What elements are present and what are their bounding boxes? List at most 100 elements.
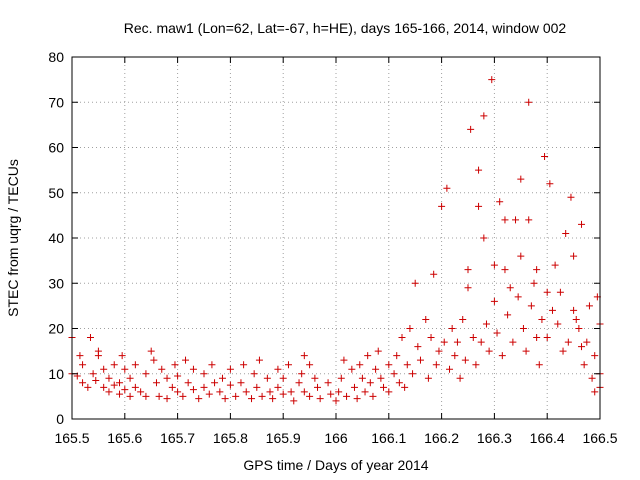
data-point (543, 288, 551, 296)
data-point (353, 395, 361, 403)
data-point (525, 216, 533, 224)
data-point (274, 383, 282, 391)
data-point (131, 361, 139, 369)
data-point (506, 284, 514, 292)
y-tick-label: 20 (48, 321, 64, 337)
y-tick-label: 50 (48, 185, 64, 201)
chart-title: Rec. maw1 (Lon=62, Lat=-67, h=HE), days … (124, 20, 567, 36)
data-point (92, 377, 100, 385)
data-point (546, 180, 554, 188)
data-point (208, 361, 216, 369)
data-point (226, 381, 234, 389)
data-point (306, 392, 314, 400)
x-tick-label: 166.3 (477, 430, 512, 446)
data-point (377, 374, 385, 382)
data-point (340, 356, 348, 364)
data-point (535, 361, 543, 369)
data-point (116, 390, 124, 398)
data-point (290, 397, 298, 405)
data-point (174, 372, 182, 380)
data-point (527, 302, 535, 310)
data-point (583, 338, 591, 346)
y-tick-label: 70 (48, 94, 64, 110)
data-point (490, 261, 498, 269)
x-tick-label: 166.5 (582, 430, 617, 446)
data-point (226, 365, 234, 373)
data-point (86, 334, 94, 342)
y-tick-label: 40 (48, 230, 64, 246)
data-point (401, 383, 409, 391)
data-point (498, 352, 506, 360)
data-point (509, 338, 517, 346)
y-tick-labels: 0 10 20 30 40 50 60 70 80 (48, 49, 64, 427)
data-point (385, 388, 393, 396)
data-point (422, 315, 430, 323)
data-point (432, 361, 440, 369)
data-point (150, 356, 158, 364)
x-tick-label: 165.7 (160, 430, 195, 446)
data-point (380, 383, 388, 391)
data-point (430, 270, 438, 278)
data-point (131, 383, 139, 391)
data-point (248, 395, 256, 403)
y-tick-label: 80 (48, 49, 64, 65)
data-point (496, 198, 504, 206)
data-point (366, 379, 374, 387)
data-point (110, 381, 118, 389)
data-point (578, 343, 586, 351)
data-point (105, 388, 113, 396)
data-point (475, 166, 483, 174)
data-point (142, 370, 150, 378)
data-point (116, 379, 124, 387)
data-point (451, 352, 459, 360)
data-point (482, 320, 490, 328)
data-point (266, 388, 274, 396)
data-point (121, 386, 129, 394)
y-tick-label: 30 (48, 275, 64, 291)
data-point (427, 334, 435, 342)
data-point (533, 334, 541, 342)
data-point (218, 374, 226, 382)
data-point (556, 288, 564, 296)
data-point (279, 374, 287, 382)
data-point (530, 279, 538, 287)
data-point (440, 338, 448, 346)
data-point (369, 392, 377, 400)
data-point (89, 370, 97, 378)
data-point (335, 388, 343, 396)
data-point (253, 383, 261, 391)
data-point (570, 252, 578, 260)
data-point (216, 388, 224, 396)
data-point (100, 383, 108, 391)
data-point (295, 379, 303, 387)
data-point (79, 379, 87, 387)
x-tick-label: 165.9 (266, 430, 301, 446)
data-point (306, 361, 314, 369)
data-point (361, 388, 369, 396)
data-point (393, 352, 401, 360)
data-point (137, 388, 145, 396)
data-point (287, 388, 295, 396)
data-point (242, 388, 250, 396)
data-point (490, 297, 498, 305)
data-point (591, 388, 599, 396)
data-point (385, 361, 393, 369)
data-point (512, 216, 520, 224)
data-point (168, 383, 176, 391)
data-point (438, 202, 446, 210)
data-point (184, 379, 192, 387)
data-point (250, 370, 258, 378)
data-point (76, 352, 84, 360)
data-point (279, 390, 287, 398)
data-point (348, 365, 356, 373)
data-point (414, 343, 422, 351)
data-point (443, 184, 451, 192)
data-point (94, 352, 102, 360)
data-point (195, 395, 203, 403)
data-point (541, 153, 549, 161)
x-tick-label: 165.5 (54, 430, 89, 446)
data-point (179, 392, 187, 400)
data-point (300, 352, 308, 360)
data-point (570, 306, 578, 314)
data-point (211, 379, 219, 387)
